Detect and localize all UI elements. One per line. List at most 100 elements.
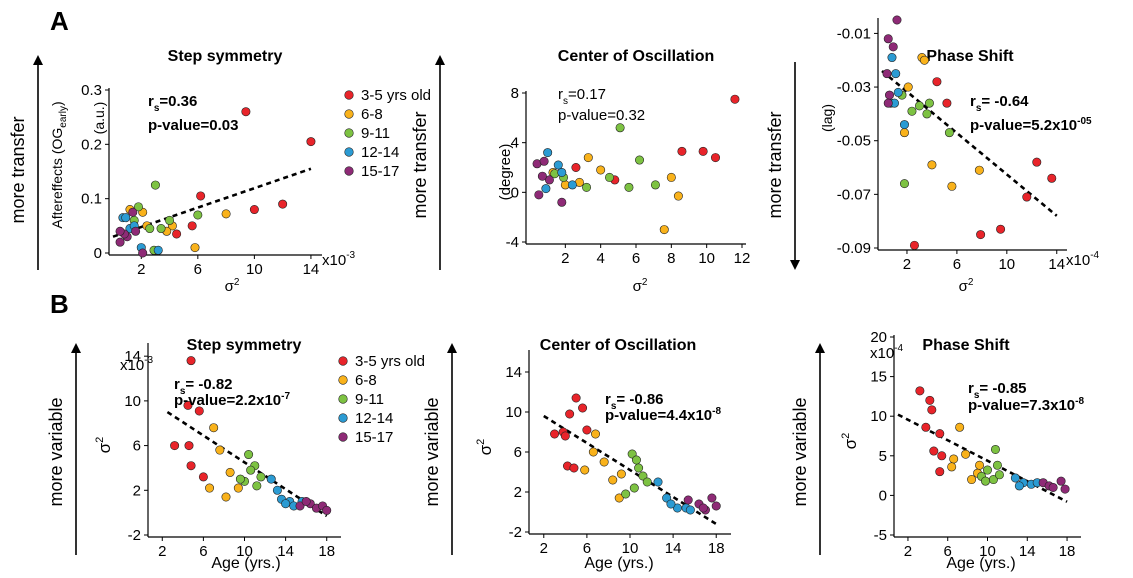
stat-rs-a1: rs=0.36	[148, 93, 197, 114]
legend-marker	[344, 128, 354, 138]
fit-line-b2	[543, 414, 717, 526]
axis-multiplier-b3: x10-4	[870, 343, 904, 362]
data-point	[698, 146, 708, 156]
y-tick-label: 0.3	[81, 82, 102, 99]
data-point	[560, 431, 570, 441]
legend-marker	[338, 356, 348, 366]
data-point	[557, 197, 567, 207]
legend-label: 12-14	[361, 144, 399, 161]
chart-b2: Center of Oscillation 2 6 10 14 18 -2 2 6 10 14 Age…	[475, 337, 731, 572]
x-tick-label: 14	[1019, 543, 1036, 560]
data-point	[596, 165, 606, 175]
data-point	[266, 474, 276, 484]
data-point	[608, 475, 618, 485]
data-point	[642, 477, 652, 487]
data-point	[133, 202, 143, 212]
panel-letter-a: A	[50, 6, 69, 36]
y-tick-label: -2	[128, 527, 141, 544]
legend-marker	[338, 432, 348, 442]
data-point	[982, 465, 992, 475]
data-point	[184, 441, 194, 451]
data-point	[543, 148, 553, 158]
data-point	[1010, 473, 1020, 483]
data-point	[186, 461, 196, 471]
y-tick-label: -4	[506, 234, 519, 251]
x-axis-label-b1: Age (yrs.)	[211, 555, 280, 572]
data-point	[183, 400, 193, 410]
y-axis-label-b3: σ2	[840, 433, 860, 450]
axis-multiplier-a3: x10-4	[1066, 250, 1100, 269]
data-point	[887, 53, 897, 63]
y-tick-label: 6	[514, 444, 522, 461]
data-point	[131, 226, 141, 236]
data-point	[599, 457, 609, 467]
data-point	[616, 469, 626, 479]
data-point	[550, 429, 560, 439]
data-point	[604, 172, 614, 182]
y-tick-label: 0.2	[81, 136, 102, 153]
legend-label: 3-5 yrs old	[355, 353, 425, 370]
ylabel-a1-aftereffects: Aftereffects (OGearly)	[49, 101, 69, 228]
data-point	[673, 191, 683, 201]
x-tick-label: 2	[903, 256, 911, 273]
y-axis-label-b1: σ2	[94, 437, 114, 454]
y-tick-label: 15	[870, 369, 887, 386]
data-point	[974, 165, 984, 175]
legend-marker	[344, 147, 354, 157]
arrow-label-a3: more transfer	[765, 111, 785, 218]
legend-label: 15-17	[361, 163, 399, 180]
legend-marker	[338, 394, 348, 404]
data-point	[976, 230, 986, 240]
data-point	[233, 483, 243, 493]
ylabel-a1-unit: (a.u.)	[91, 102, 107, 135]
data-point	[947, 181, 957, 191]
stat-p-a2: p-value=0.32	[558, 107, 645, 124]
data-point	[624, 182, 634, 192]
chart-title-a1: Step symmetry	[168, 48, 283, 65]
data-point	[635, 155, 645, 165]
data-point	[949, 454, 959, 464]
data-point	[1048, 482, 1058, 492]
arrow-label-a1: more transfer	[8, 116, 28, 223]
data-point	[225, 467, 235, 477]
data-point	[588, 447, 598, 457]
x-tick-label: 18	[318, 543, 335, 560]
data-point	[929, 446, 939, 456]
data-point	[634, 463, 644, 473]
data-point	[967, 475, 977, 485]
legend-label: 9-11	[361, 125, 390, 142]
data-point	[621, 489, 631, 499]
data-point	[677, 146, 687, 156]
data-point	[891, 69, 901, 79]
data-point	[196, 191, 206, 201]
y-tick-label: -0.09	[837, 240, 871, 257]
data-point	[571, 393, 581, 403]
data-point	[544, 175, 554, 185]
arrow-label-b2: more variable	[422, 397, 442, 506]
x-tick-label: 10	[622, 540, 639, 557]
data-point	[221, 492, 231, 502]
arrow-label-b3: more variable	[790, 397, 810, 506]
x-tick-label: 14	[665, 540, 682, 557]
data-point	[935, 429, 945, 439]
data-point	[909, 240, 919, 250]
stat-rs-a2: rs=0.17	[558, 86, 606, 107]
data-point	[1014, 481, 1024, 491]
data-point	[205, 483, 215, 493]
data-point	[990, 444, 1000, 454]
x-tick-label: 6	[632, 250, 640, 267]
data-point	[246, 465, 256, 475]
data-point	[975, 460, 985, 470]
data-point	[256, 472, 266, 482]
x-tick-label: 10	[998, 256, 1015, 273]
data-point	[996, 224, 1006, 234]
axis-multiplier-a1: x10-3	[322, 250, 356, 269]
x-tick-label: 2	[158, 543, 166, 560]
data-point	[249, 205, 259, 215]
data-point	[170, 441, 180, 451]
data-point	[915, 386, 925, 396]
legend-label: 15-17	[355, 429, 393, 446]
y-tick-label: 10	[124, 393, 141, 410]
data-point	[278, 199, 288, 209]
